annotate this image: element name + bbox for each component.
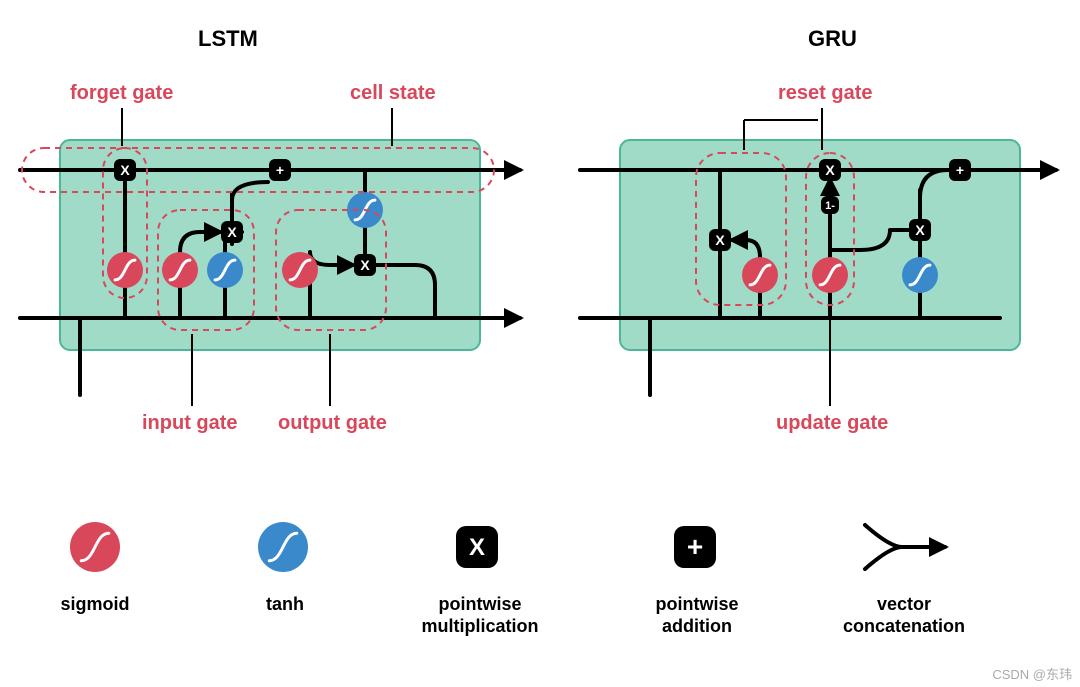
legend-sigmoid-label: sigmoid [50,594,140,616]
svg-text:+: + [687,531,703,562]
legend-mul-label: pointwisemultiplication [405,594,555,637]
watermark: CSDN @东玮 [992,664,1072,683]
svg-text:X: X [715,232,725,248]
label-input-gate: input gate [142,412,238,435]
label-update-gate: update gate [776,412,888,435]
svg-text:X: X [825,162,835,178]
label-reset-gate: reset gate [778,82,873,105]
legend-tanh-label: tanh [250,594,320,616]
label-cell-state: cell state [350,82,436,105]
svg-text:+: + [276,162,284,178]
gru-title: GRU [808,26,857,52]
label-output-gate: output gate [278,412,387,435]
svg-text:X: X [120,162,130,178]
label-forget-gate: forget gate [70,82,173,105]
svg-text:X: X [360,257,370,273]
svg-text:X: X [915,222,925,238]
svg-text:X: X [469,534,485,561]
legend-add-label: pointwiseaddition [632,594,762,637]
svg-text:1-: 1- [825,200,835,212]
svg-text:+: + [956,162,964,178]
diagram-canvas: { "meta": { "width": 1080, "height": 687… [0,0,1080,687]
legend-concat-label: vectorconcatenation [824,594,984,637]
lstm-title: LSTM [198,26,258,52]
svg-text:X: X [227,224,237,240]
